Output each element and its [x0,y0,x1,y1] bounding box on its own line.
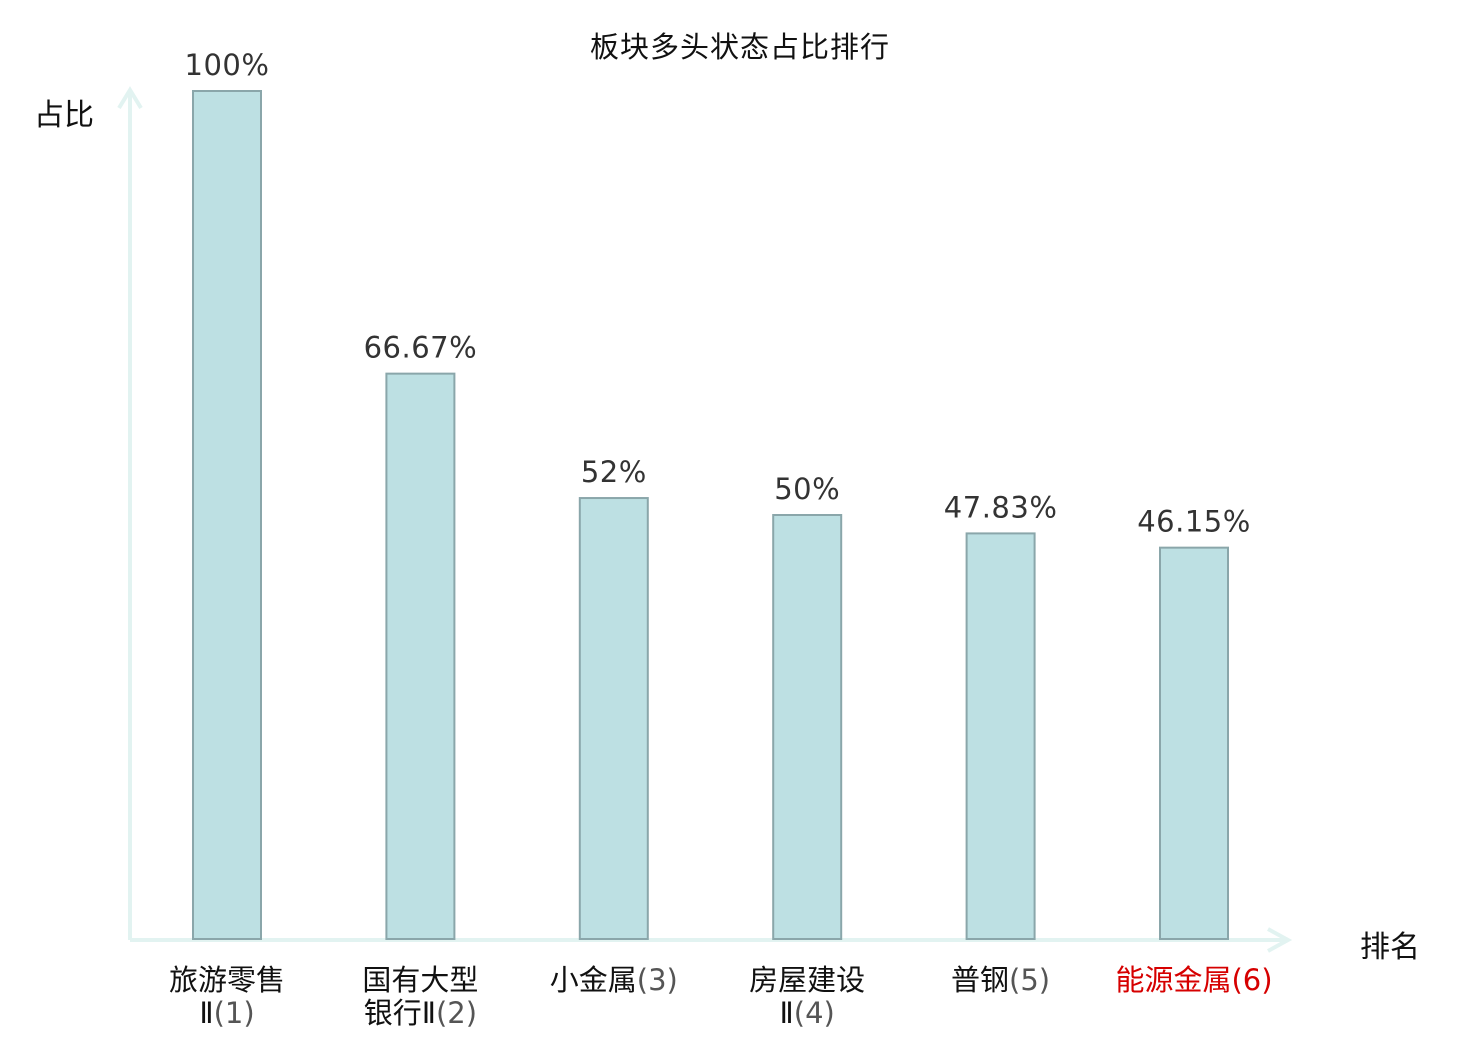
category-name: 小金属 [549,963,637,997]
category-rank: (3) [636,963,678,997]
bars-group: 100% 66.67% 52% 50% 47.83% 46.15% [185,48,1251,940]
category-label-4: 房屋建设 Ⅱ(4) [712,964,902,1030]
category-name: 旅游零售 [168,963,285,997]
value-label-3: 52% [581,455,647,489]
bar-4 [772,514,843,940]
bar-1 [192,90,262,940]
category-rank: (5) [1009,963,1051,997]
value-label-2: 66.67% [364,331,478,365]
y-axis-arrow [117,86,143,110]
category-rank: (1) [213,996,255,1030]
bar-6 [1159,546,1229,940]
value-label-1: 100% [185,48,270,82]
bar-3 [578,497,649,940]
value-label-6: 46.15% [1137,505,1251,539]
category-label-3: 小金属(3) [519,964,709,997]
x-axis-arrow [1267,927,1293,953]
category-name: 能源金属 [1115,963,1232,997]
category-label-6: 能源金属(6) [1099,964,1289,997]
category-name-line: 旅游零售 [132,964,322,997]
category-name-line: Ⅱ(4) [712,997,902,1030]
category-name: 国有大型 [362,963,479,997]
category-name: Ⅱ [199,996,214,1030]
bar-2 [385,372,456,940]
category-label-2: 国有大型 银行Ⅱ(2) [325,964,515,1030]
category-label-1: 旅游零售 Ⅱ(1) [132,964,322,1030]
category-rank: (2) [435,996,478,1030]
bar-5 [965,532,1036,940]
category-name-line: Ⅱ(1) [132,997,322,1030]
y-axis-label: 占比 [34,98,94,133]
value-label-4: 50% [774,472,840,506]
category-rank: (6) [1231,963,1273,997]
chart-title: 板块多头状态占比排行 [589,30,890,64]
category-name-line: 银行Ⅱ(2) [325,997,515,1030]
x-axis-label: 排名 [1360,930,1420,965]
category-name-line: 普钢(5) [906,964,1096,997]
category-label-5: 普钢(5) [906,964,1096,997]
category-name-line: 能源金属(6) [1099,964,1289,997]
category-name: 普钢 [951,963,1010,997]
value-label-5: 47.83% [944,490,1058,524]
category-name: 房屋建设 [749,963,866,997]
category-name-line: 房屋建设 [712,964,902,997]
category-name: 银行Ⅱ [363,996,436,1030]
category-name-line: 国有大型 [325,964,515,997]
category-name-line: 小金属(3) [519,964,709,997]
category-name: Ⅱ [779,996,794,1030]
category-rank: (4) [793,996,835,1030]
